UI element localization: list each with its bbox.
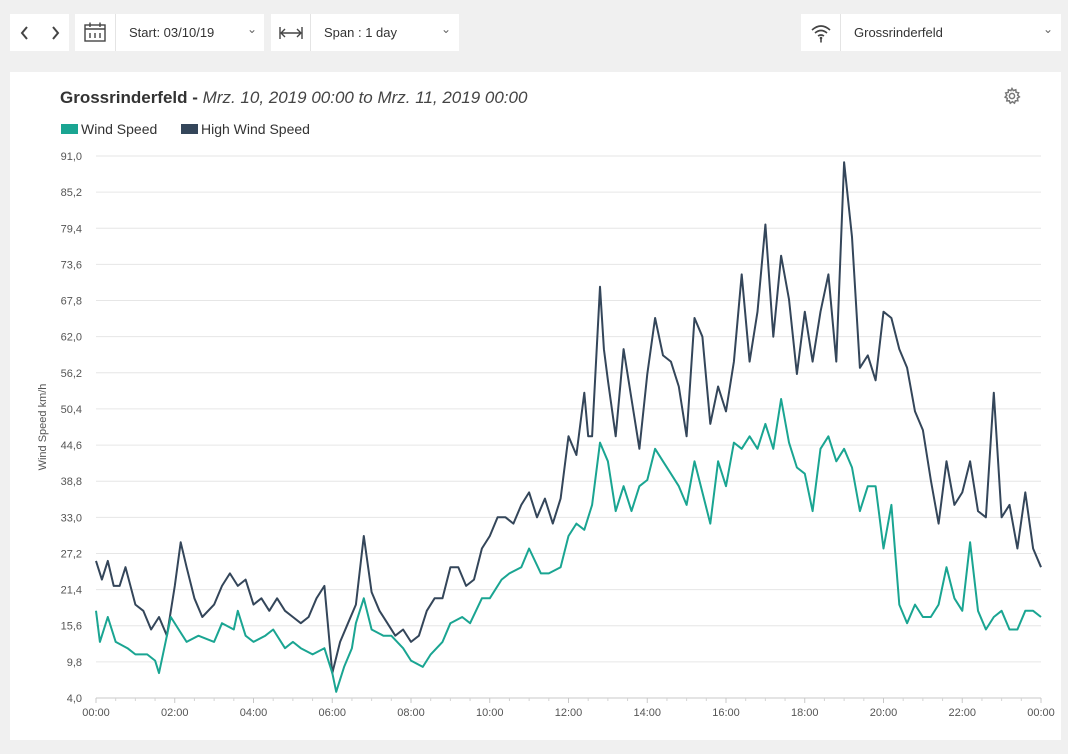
y-tick-label: 15,6: [61, 621, 82, 633]
x-tick-label: 22:00: [948, 707, 976, 719]
x-tick-label: 14:00: [633, 707, 661, 719]
y-tick-label: 27,2: [61, 548, 82, 560]
prev-button[interactable]: [10, 14, 40, 51]
x-tick-label: 10:00: [476, 707, 504, 719]
y-tick-label: 67,8: [61, 296, 82, 308]
chart-title: Grossrinderfeld - Mrz. 10, 2019 00:00 to…: [60, 88, 527, 108]
legend-swatch: [181, 124, 198, 134]
x-tick-label: 08:00: [397, 707, 425, 719]
x-tick-label: 12:00: [555, 707, 583, 719]
divider: [115, 14, 116, 51]
y-tick-label: 21,4: [61, 585, 82, 597]
chevron-right-icon: [52, 25, 60, 40]
start-date-select[interactable]: Start: 03/10/19 ⌄: [75, 14, 264, 51]
y-tick-label: 91,0: [61, 151, 82, 163]
x-tick-label: 18:00: [791, 707, 819, 719]
divider: [840, 14, 841, 51]
calendar-icon: [84, 22, 106, 42]
x-tick-label: 00:00: [1027, 707, 1055, 719]
series-lines: [95, 161, 1042, 693]
chevron-down-icon: ⌄: [247, 22, 258, 36]
legend: Wind Speed High Wind Speed: [61, 121, 310, 137]
chart-panel: [10, 72, 1061, 740]
chevron-down-icon: ⌄: [1043, 22, 1054, 36]
y-axis: 4,0 9,8 15,6 21,4 27,2 33,0 38,8 44,6 50,4 56,2 62…: [61, 151, 82, 705]
chevron-down-icon: ⌄: [441, 22, 452, 36]
series-line-wind-speed: [95, 398, 1042, 693]
y-tick-label: 9,8: [67, 657, 82, 669]
x-tick-label: 04:00: [240, 707, 268, 719]
span-label: Span : 1 day: [324, 25, 397, 40]
chart-title-range: Mrz. 10, 2019 00:00 to Mrz. 11, 2019 00:…: [202, 88, 528, 107]
y-tick-label: 4,0: [67, 693, 82, 705]
y-tick-label: 56,2: [61, 368, 82, 380]
y-tick-label: 79,4: [61, 223, 82, 235]
legend-swatch: [61, 124, 78, 134]
y-axis-label: Wind Speed km/h: [37, 384, 49, 471]
start-date-label: Start: 03/10/19: [129, 25, 215, 40]
legend-label: Wind Speed: [81, 121, 157, 137]
x-axis: 00:00 02:00 04:00 06:00 08:00 10:00 12:00 14:00…: [82, 697, 1055, 719]
divider: [310, 14, 311, 51]
y-tick-label: 62,0: [61, 332, 82, 344]
y-tick-label: 38,8: [61, 476, 82, 488]
x-tick-label: 02:00: [161, 707, 189, 719]
grid-lines: [96, 155, 1041, 663]
legend-label: High Wind Speed: [201, 121, 310, 137]
span-select[interactable]: Span : 1 day ⌄: [271, 14, 459, 51]
x-tick-label: 06:00: [318, 707, 346, 719]
x-tick-label: 20:00: [870, 707, 898, 719]
wifi-signal-icon: [811, 25, 831, 43]
station-label: Grossrinderfeld: [854, 25, 943, 40]
x-tick-label: 00:00: [82, 707, 110, 719]
y-tick-label: 44,6: [61, 440, 82, 452]
series-line-high-wind-speed: [95, 161, 1042, 675]
y-tick-label: 33,0: [61, 512, 82, 524]
nav-arrows-box: [10, 14, 69, 51]
station-select[interactable]: Grossrinderfeld ⌄: [801, 14, 1061, 51]
y-tick-label: 73,6: [61, 259, 82, 271]
y-tick-label: 50,4: [61, 404, 82, 416]
span-arrows-icon: [279, 27, 303, 39]
next-button[interactable]: [40, 14, 70, 51]
x-tick-label: 16:00: [712, 707, 740, 719]
chart-title-station: Grossrinderfeld -: [60, 88, 198, 107]
chevron-left-icon: [20, 25, 28, 40]
gear-icon[interactable]: [1003, 87, 1021, 105]
y-tick-label: 85,2: [61, 187, 82, 199]
